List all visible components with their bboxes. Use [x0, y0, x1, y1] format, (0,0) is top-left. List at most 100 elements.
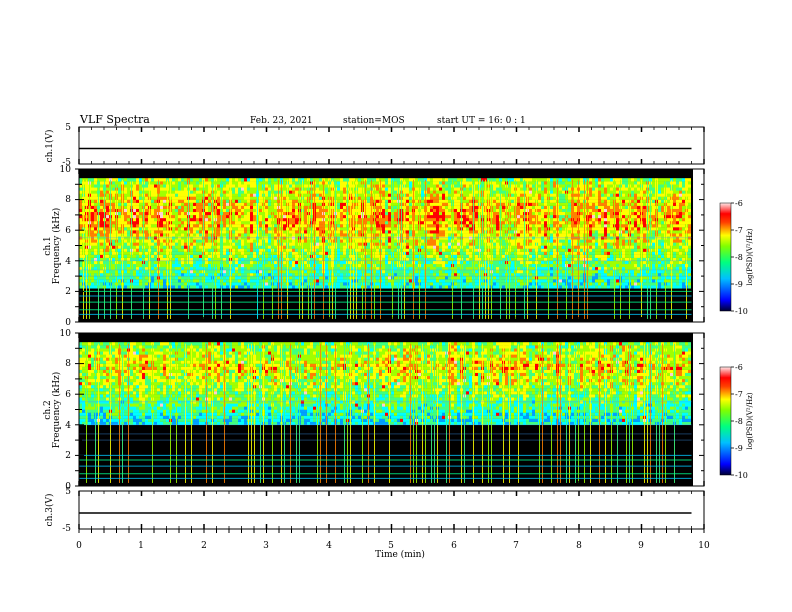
spectrogram-cell	[415, 251, 418, 255]
spectrogram-cell	[235, 276, 238, 280]
spectrogram-cell	[199, 230, 202, 234]
spectrogram-cell	[409, 239, 412, 243]
spectrogram-cell	[112, 266, 115, 271]
spectrogram-cell	[79, 273, 82, 277]
spectrogram-cell	[409, 254, 412, 258]
spectrogram-cell	[106, 217, 109, 222]
spectrogram-cell	[208, 187, 211, 191]
spectrogram-cell	[232, 190, 235, 194]
spectrogram-cell	[238, 217, 241, 222]
spectrogram-cell	[343, 187, 346, 191]
spectrogram-cell	[463, 211, 466, 216]
spectrogram-cell	[466, 245, 469, 249]
spectrogram-cell	[235, 227, 238, 231]
spectrogram-cell	[409, 285, 412, 289]
spectrogram-cell	[406, 196, 409, 200]
spectrogram-cell	[175, 205, 178, 209]
spectrogram-cell	[205, 202, 208, 206]
spectrogram-cell	[112, 239, 115, 243]
spectrogram-cell	[127, 242, 130, 246]
spectrogram-cell	[160, 269, 163, 274]
spectrogram-cell	[139, 224, 142, 228]
spectrogram-cell	[226, 266, 229, 271]
spectrogram-cell	[193, 217, 196, 222]
spectrogram-cell	[178, 230, 181, 234]
spectrogram-cell	[136, 257, 139, 261]
spectrogram-cell	[466, 196, 469, 200]
spectrogram-cell	[394, 193, 397, 197]
spectrogram-cell	[358, 254, 361, 258]
spectrogram-cell	[292, 199, 295, 203]
spectrogram-cell	[196, 217, 199, 222]
spectrogram-cell	[112, 276, 115, 280]
spectrogram-cell	[226, 282, 229, 286]
spectrogram-cell	[433, 199, 436, 203]
spectrogram-cell	[409, 233, 412, 237]
spectrogram-cell	[241, 196, 244, 200]
spectrogram-cell	[196, 193, 199, 197]
spectrogram-cell	[208, 266, 211, 271]
spectrogram-cell	[367, 187, 370, 191]
spectrogram-cell	[376, 254, 379, 258]
spectrogram-cell	[238, 227, 241, 231]
spectrogram-cell	[421, 239, 424, 243]
spectrogram-cell	[367, 257, 370, 261]
spectrogram-cell	[388, 254, 391, 258]
sferic-streak	[404, 179, 405, 319]
spectrogram-cell	[91, 187, 94, 191]
spectrogram-cell	[433, 257, 436, 261]
spectrogram-cell	[442, 273, 445, 277]
spectrogram-cell	[406, 276, 409, 280]
spectrogram-cell	[466, 233, 469, 237]
spectrogram-cell	[406, 269, 409, 274]
spectrogram-cell	[244, 196, 247, 200]
spectrogram-cell	[232, 254, 235, 258]
sferic-streak	[311, 179, 312, 319]
spectrogram-cell	[244, 214, 247, 219]
spectrogram-cell	[466, 260, 469, 265]
spectrogram-cell	[316, 181, 319, 185]
spectrogram-cell	[79, 230, 82, 234]
spectrogram-cell	[172, 211, 175, 216]
spectrogram-cell	[421, 190, 424, 194]
spectrogram-cell	[433, 221, 436, 225]
spectrogram-cell	[190, 224, 193, 228]
spectrogram-cell	[265, 263, 268, 268]
spectrogram-cell	[442, 217, 445, 222]
spectrogram-cell	[193, 273, 196, 277]
spectrogram-cell	[376, 248, 379, 252]
spectrogram-cell	[445, 276, 448, 280]
spectrogram-cell	[469, 178, 472, 182]
spectrogram-cell	[100, 224, 103, 228]
spectrogram-cell	[421, 199, 424, 203]
spectrogram-cell	[427, 257, 430, 261]
spectrogram-cell	[235, 233, 238, 237]
spectrogram-cell	[181, 178, 184, 182]
spectrogram-cell	[193, 184, 196, 188]
spectrogram-cell	[124, 199, 127, 203]
spectrogram-cell	[415, 184, 418, 188]
spectrogram-cell	[175, 221, 178, 225]
spectrogram-cell	[430, 254, 433, 258]
spectrogram-cell	[172, 263, 175, 268]
spectrogram-cell	[433, 245, 436, 249]
spectrogram-cell	[343, 202, 346, 206]
spectrogram-cell	[181, 224, 184, 228]
spectrogram-cell	[421, 221, 424, 225]
sferic-streak	[104, 179, 105, 319]
spectrogram-cell	[241, 193, 244, 197]
spectrogram-cell	[124, 239, 127, 243]
spectrogram-cell	[475, 214, 478, 219]
spectrogram-cell	[367, 248, 370, 252]
spectrogram-cell	[172, 205, 175, 209]
spectrogram-cell	[250, 217, 253, 222]
spectrogram-cell	[232, 279, 235, 283]
spectrogram-cell	[376, 208, 379, 213]
spectrogram-cell	[358, 273, 361, 277]
spectrogram-cell	[409, 276, 412, 280]
spectrogram-cell	[232, 276, 235, 280]
spectrogram-cell	[136, 233, 139, 237]
spectrogram-cell	[457, 211, 460, 216]
spectrogram-cell	[466, 217, 469, 222]
spectrogram-cell	[316, 279, 319, 283]
